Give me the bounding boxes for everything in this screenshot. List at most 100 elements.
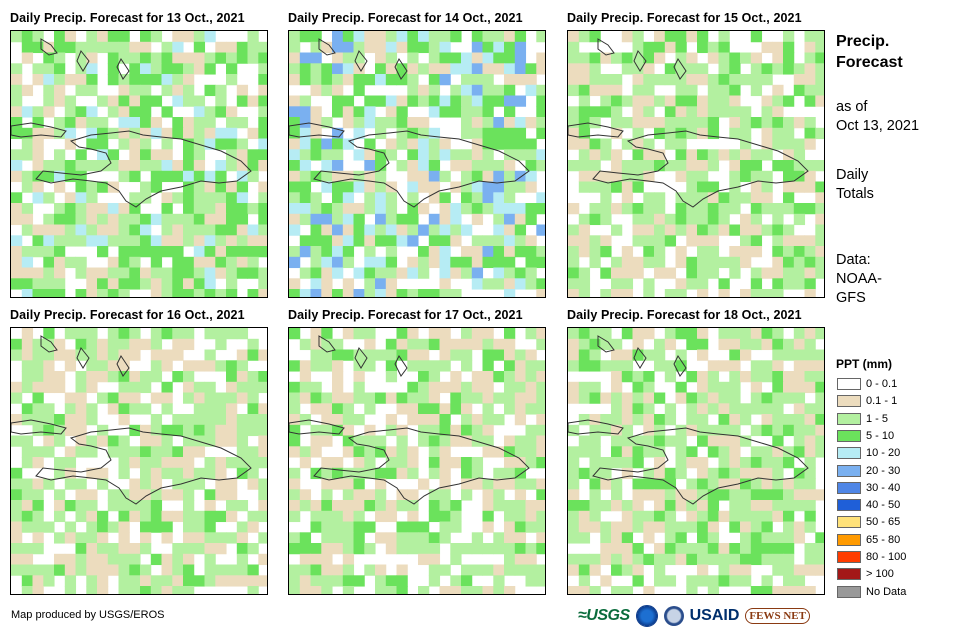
precip-cell: [342, 203, 355, 215]
precip-cell: [611, 256, 623, 269]
precip-cell: [568, 586, 580, 594]
precip-cell: [439, 31, 451, 43]
precip-cell: [783, 586, 795, 594]
precip-cell: [172, 543, 184, 555]
precip-cell: [621, 500, 634, 512]
precip-cell: [226, 41, 238, 54]
legend-label: 1 - 5: [866, 412, 889, 425]
precip-cell: [236, 328, 249, 340]
precip-cell: [697, 435, 709, 447]
precip-cell: [353, 489, 365, 501]
precip-cell: [375, 256, 387, 269]
precip-cell: [589, 521, 601, 533]
precip-cell: [439, 564, 451, 576]
precip-cell: [697, 328, 709, 340]
precip-cell: [439, 414, 451, 426]
precip-cell: [247, 543, 259, 555]
precip-cell: [643, 521, 655, 533]
precip-cell: [310, 575, 322, 587]
precip-cell: [461, 457, 473, 469]
precip-cell: [172, 52, 184, 64]
precip-cell: [514, 41, 527, 54]
precip-cell: [332, 338, 344, 351]
precip-cell: [675, 457, 687, 469]
precip-cell: [215, 564, 227, 576]
precip-cell: [289, 31, 301, 43]
precip-cell: [118, 500, 130, 512]
precip-cell: [321, 521, 333, 533]
precip-cell: [353, 52, 365, 64]
precip-cell: [793, 564, 806, 576]
precip-cell: [193, 403, 206, 415]
precip-cell: [86, 360, 98, 372]
precip-cell: [193, 256, 206, 269]
precip-cell: [525, 564, 537, 576]
precip-cell: [589, 84, 601, 97]
precip-cell: [258, 192, 267, 204]
precip-cell: [514, 31, 527, 43]
precip-cell: [504, 500, 516, 512]
precip-cell: [578, 213, 591, 226]
coastline-outline: [568, 419, 624, 435]
precip-cell: [471, 267, 484, 279]
precip-cell: [697, 424, 709, 437]
precip-cell: [611, 149, 623, 161]
precip-cell: [140, 52, 152, 64]
precip-cell: [729, 371, 741, 383]
precip-cell: [332, 127, 344, 140]
precip-cell: [258, 117, 267, 129]
precip-cell: [385, 41, 398, 54]
precip-cell: [482, 192, 494, 204]
precip-cell: [353, 181, 365, 193]
precip-cell: [332, 41, 344, 54]
precip-cell: [589, 446, 601, 458]
precip-cell: [686, 117, 698, 129]
precip-cell: [729, 328, 741, 340]
precip-cell: [578, 446, 591, 458]
precip-cell: [428, 127, 441, 140]
precip-cell: [299, 489, 312, 501]
precip-cell: [804, 170, 816, 183]
precip-cell: [707, 446, 720, 458]
precip-cell: [804, 489, 816, 501]
precip-cell: [428, 149, 441, 161]
precip-cell: [536, 532, 545, 544]
precip-cell: [428, 564, 441, 576]
precip-cell: [632, 371, 644, 383]
precip-cell: [193, 127, 206, 140]
precip-cell: [611, 52, 623, 64]
precip-cell: [204, 414, 216, 426]
precip-cell: [32, 41, 44, 54]
precip-cell: [504, 564, 516, 576]
precip-cell: [611, 446, 623, 458]
precip-cell: [129, 224, 141, 236]
precip-cell: [589, 74, 601, 86]
precip-cell: [321, 213, 333, 226]
precip-cell: [686, 521, 698, 533]
precip-cell: [289, 381, 301, 394]
precip-cell: [729, 267, 741, 279]
precip-cell: [504, 63, 516, 75]
precip-cell: [804, 349, 816, 361]
precip-cell: [815, 446, 824, 458]
precip-cell: [342, 586, 355, 594]
precip-cell: [707, 360, 720, 372]
precip-cell: [75, 52, 87, 64]
precip-cell: [364, 267, 376, 279]
precip-cell: [289, 170, 301, 183]
precip-cell: [439, 510, 451, 523]
precip-cell: [718, 543, 730, 555]
precip-cell: [310, 392, 322, 404]
precip-cell: [332, 246, 344, 258]
precip-cell: [697, 63, 709, 75]
precip-cell: [632, 213, 644, 226]
precip-cell: [772, 553, 784, 566]
precip-cell: [161, 446, 173, 458]
precip-cell: [697, 106, 709, 118]
precip-cell: [654, 149, 666, 161]
precip-cell: [621, 403, 634, 415]
precip-cell: [525, 63, 537, 75]
precip-cell: [439, 349, 451, 361]
precip-cell: [364, 392, 376, 404]
precip-cell: [482, 160, 494, 172]
